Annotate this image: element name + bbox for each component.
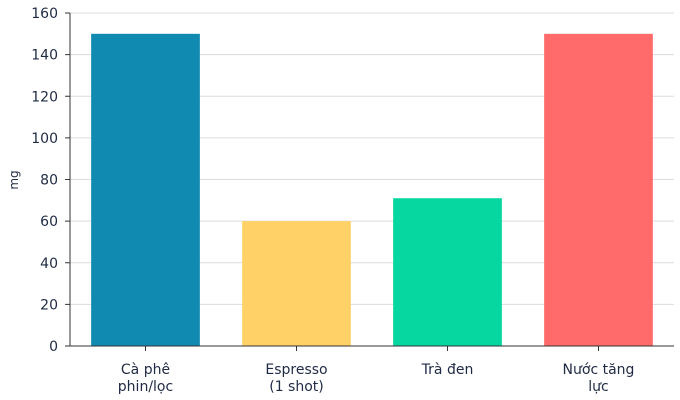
x-tick-label: Espresso (1 shot) [265, 362, 327, 395]
y-tick-label: 160 [31, 6, 58, 22]
x-tick-label: Trà đen [421, 362, 474, 378]
bar-3 [544, 33, 653, 346]
axes [65, 12, 674, 351]
bars [91, 33, 653, 346]
x-tick-label: Nước tăng lực [563, 362, 635, 395]
y-axis-title: mg [7, 170, 21, 189]
y-tick-label: 100 [31, 131, 58, 147]
y-tick-label: 80 [40, 173, 58, 189]
bar-1 [242, 221, 351, 346]
bar-0 [91, 33, 200, 346]
y-tick-label: 20 [40, 297, 58, 313]
bar-2 [393, 198, 502, 346]
y-tick-label: 60 [40, 214, 58, 230]
y-tick-label: 140 [31, 48, 58, 64]
y-tick-label: 120 [31, 89, 58, 105]
tick-labels: 0 20 40 60 80 100 120 140 160 Cà phê phin/lọc Espre… [31, 6, 634, 395]
x-tick-label: Cà phê phin/lọc [118, 362, 173, 395]
y-tick-label: 40 [40, 256, 58, 272]
y-tick-label: 0 [49, 339, 58, 355]
